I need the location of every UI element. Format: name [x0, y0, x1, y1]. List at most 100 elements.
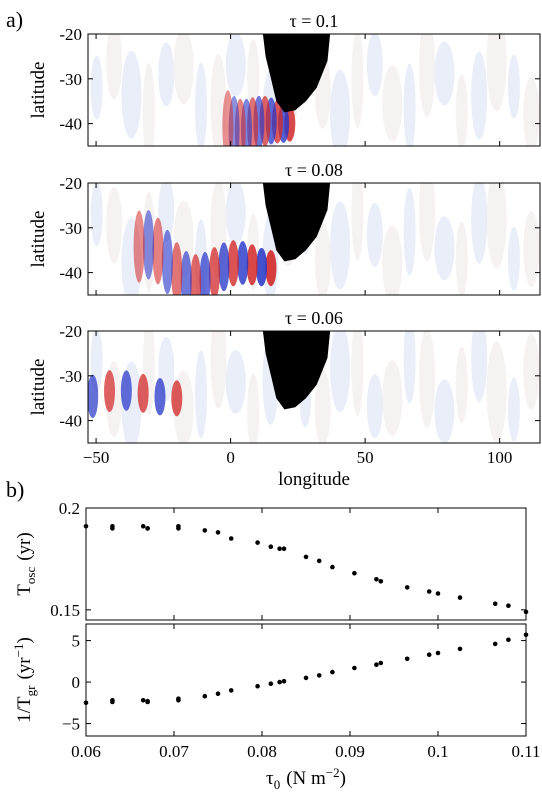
positive-anomaly [227, 240, 239, 287]
x-tick-label: 0.09 [335, 742, 365, 761]
anomaly-field [3, 331, 540, 443]
positive-anomaly [133, 210, 145, 283]
positive-anomaly [171, 380, 183, 417]
x-axis-label: longitude [278, 469, 350, 490]
background-streak [455, 221, 468, 295]
data-point [202, 693, 208, 699]
map-panel-1: τ = 0.1 -40 -30 -20 latitude [28, 11, 541, 147]
background-streak [471, 331, 488, 403]
y-label-main: T [14, 584, 35, 596]
y-tick-label: -40 [59, 115, 82, 134]
data-point [281, 678, 287, 684]
background-streak [523, 76, 540, 146]
data-point [492, 601, 498, 606]
y-label-sup: −1 [11, 644, 26, 658]
y-axis-label: latitude [28, 62, 49, 119]
map-frame [87, 33, 541, 147]
x-tick-label: −50 [83, 448, 110, 467]
data-point [255, 683, 260, 689]
x-tick-label: 100 [487, 448, 513, 467]
y-tick-label: -30 [59, 219, 82, 238]
data-point [140, 524, 146, 529]
background-streak [455, 74, 468, 146]
data-point [303, 675, 309, 681]
y-axis-label: latitude [28, 359, 49, 416]
anomaly-field [90, 34, 540, 146]
negative-anomaly [180, 251, 192, 295]
background-streak [523, 211, 540, 288]
data-point [426, 652, 432, 657]
background-streak [158, 183, 175, 242]
map-panel-2: τ = 0.08 -40 -30 -20 latitude [28, 160, 541, 296]
data-point [404, 585, 410, 590]
background-streak [173, 34, 194, 105]
data-point [316, 673, 322, 678]
scatter-panel-1: 0.15 0.2 Tosc (yr) [14, 499, 529, 621]
y-tick-label: 0 [72, 673, 81, 692]
positive-anomaly [171, 242, 183, 295]
data-point [330, 564, 335, 570]
x-tick-label: 0.1 [427, 742, 448, 761]
data-point [176, 696, 181, 701]
background-streak [403, 331, 416, 404]
background-streak [382, 65, 403, 142]
positive-anomaly [265, 250, 277, 287]
y-tick-label: −5 [62, 715, 80, 734]
data-point [255, 540, 260, 545]
positive-anomaly [152, 217, 164, 285]
data-point [202, 528, 208, 533]
y-tick-label: 5 [72, 632, 81, 651]
x-axis-label: τ0 (N m−2) [266, 765, 346, 792]
data-point [523, 632, 529, 638]
y-label-unit: (yr) [14, 532, 35, 560]
data-point [435, 650, 441, 656]
x-tick-label: 50 [357, 448, 374, 467]
y-tick-label: -20 [59, 322, 82, 341]
x-label-close: ) [340, 768, 346, 789]
positive-anomaly [190, 254, 202, 295]
map-panel-3: τ = 0.06 -40 -30 -20 −50 0 50 100 latitude longit… [3, 308, 541, 490]
background-streak [507, 377, 520, 442]
data-point [330, 669, 335, 675]
y-tick-label: -20 [59, 174, 82, 193]
background-streak [210, 331, 227, 409]
y-tick-label: -30 [59, 70, 82, 89]
background-streak [121, 50, 142, 139]
negative-anomaly [237, 241, 249, 285]
positive-anomaly [137, 373, 149, 413]
background-streak [419, 331, 435, 428]
x-label-unit: (N m [286, 768, 326, 789]
background-streak [142, 62, 155, 146]
plot-frame [85, 507, 527, 621]
data-point [352, 665, 357, 671]
data-point [457, 646, 463, 652]
background-streak [507, 54, 520, 119]
data-point [523, 609, 529, 615]
data-point [492, 641, 498, 647]
data-point [215, 691, 221, 696]
positive-anomaly [3, 380, 14, 431]
data-point [83, 524, 89, 529]
background-streak [210, 54, 227, 146]
background-streak [158, 42, 175, 107]
land-mask [262, 331, 331, 410]
y-tick-label: 0.2 [59, 499, 80, 518]
data-point [268, 681, 274, 686]
x-label-main: τ [266, 768, 274, 789]
x-label-sub: 0 [274, 777, 281, 792]
data-point [145, 526, 150, 531]
data-point [228, 688, 234, 693]
map-title: τ = 0.1 [290, 11, 339, 31]
negative-anomaly [199, 252, 211, 295]
background-streak [382, 360, 403, 437]
background-streak [314, 369, 331, 443]
panel-b-label: b) [6, 477, 24, 502]
land-mask [262, 34, 331, 113]
data-point [277, 546, 282, 551]
background-streak [106, 34, 123, 100]
y-axis-label: latitude [28, 211, 49, 268]
y-tick-label: -40 [59, 412, 82, 431]
negative-anomaly [88, 374, 99, 419]
data-point [228, 536, 234, 541]
negative-anomaly [143, 210, 155, 280]
